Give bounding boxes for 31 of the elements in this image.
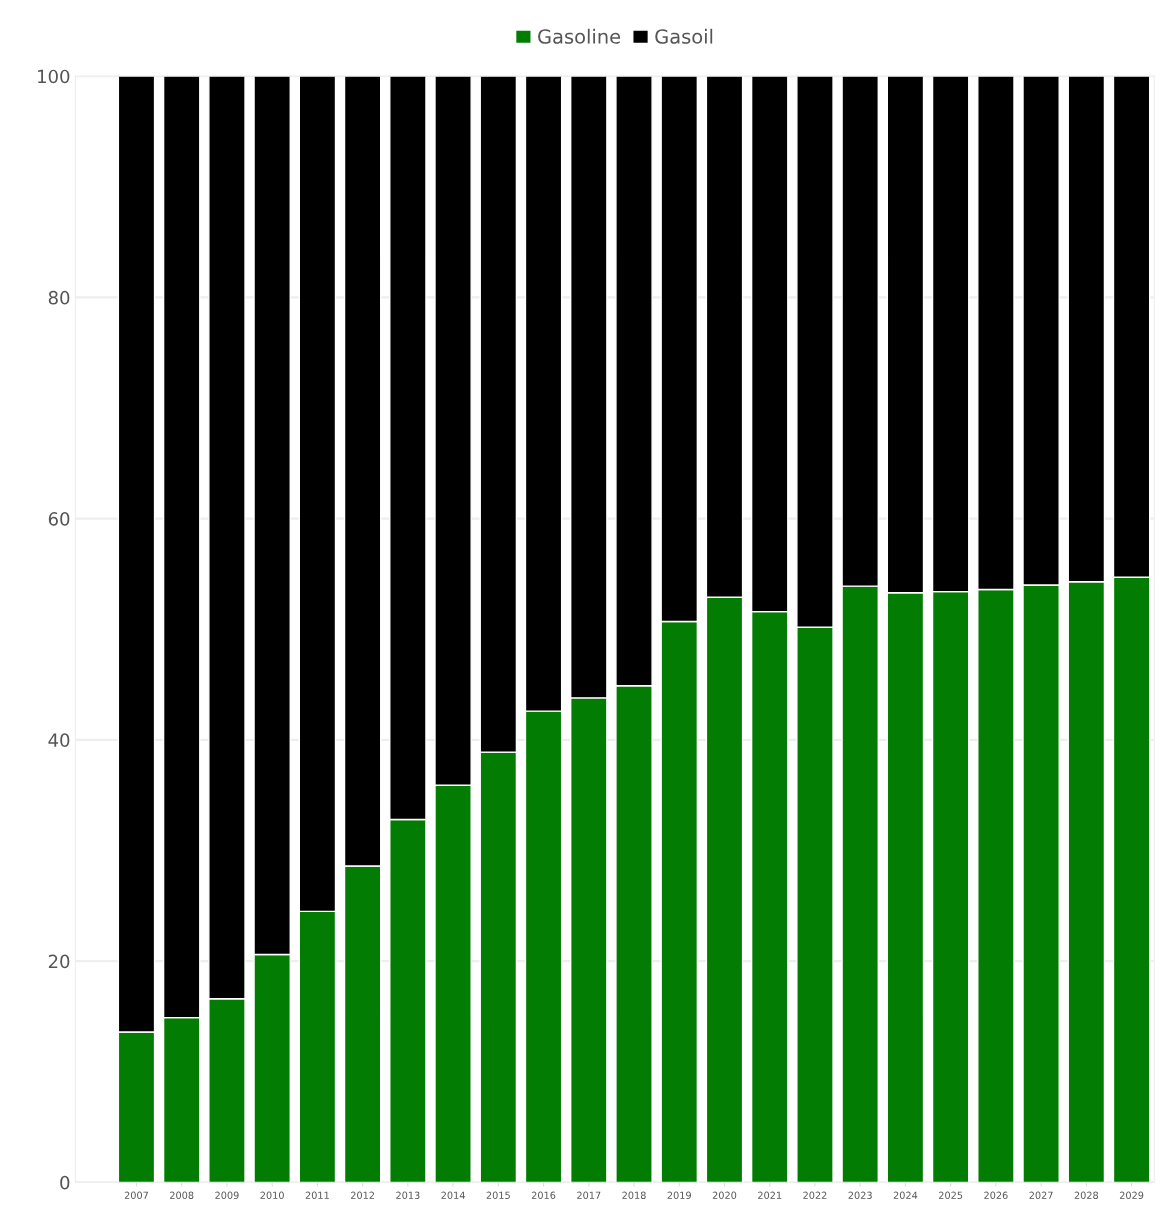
- y-tick-label: 80: [48, 290, 70, 305]
- y-tick-label: 60: [48, 512, 70, 526]
- x-tick-label: 2026: [984, 1191, 1008, 1199]
- x-tick-label: 2013: [396, 1191, 420, 1199]
- y-tick-label: 100: [38, 69, 70, 84]
- legend-label: Gasoline: [538, 28, 621, 44]
- x-tick-label: 2023: [848, 1191, 872, 1199]
- x-tick-label: 2016: [531, 1191, 556, 1199]
- x-tick-label: 2015: [486, 1191, 510, 1199]
- x-tick-label: 2011: [305, 1191, 329, 1199]
- y-tick-label: 40: [48, 733, 70, 748]
- x-tick-label: 2017: [577, 1191, 601, 1199]
- x-tick-label: 2025: [938, 1191, 963, 1199]
- x-tick-label: 2027: [1029, 1191, 1053, 1199]
- y-tick-label: 20: [48, 954, 70, 969]
- legend-label: Gasoil: [655, 28, 713, 44]
- x-tick-label: 2018: [622, 1191, 646, 1199]
- x-tick-label: 2021: [758, 1191, 782, 1199]
- x-tick-label: 2029: [1119, 1191, 1144, 1199]
- x-tick-label: 2024: [893, 1191, 918, 1199]
- x-tick-label: 2012: [350, 1191, 375, 1199]
- x-tick-label: 2008: [170, 1191, 194, 1199]
- x-tick-label: 2028: [1074, 1191, 1099, 1199]
- x-tick-label: 2007: [124, 1191, 148, 1199]
- y-tick-label: 0: [60, 1175, 70, 1190]
- x-tick-label: 2020: [712, 1191, 737, 1199]
- x-tick-label: 2009: [215, 1191, 239, 1199]
- x-tick-label: 2022: [803, 1191, 827, 1199]
- x-tick-label: 2014: [441, 1191, 465, 1199]
- x-tick-label: 2010: [260, 1191, 284, 1199]
- x-tick-label: 2019: [667, 1191, 691, 1199]
